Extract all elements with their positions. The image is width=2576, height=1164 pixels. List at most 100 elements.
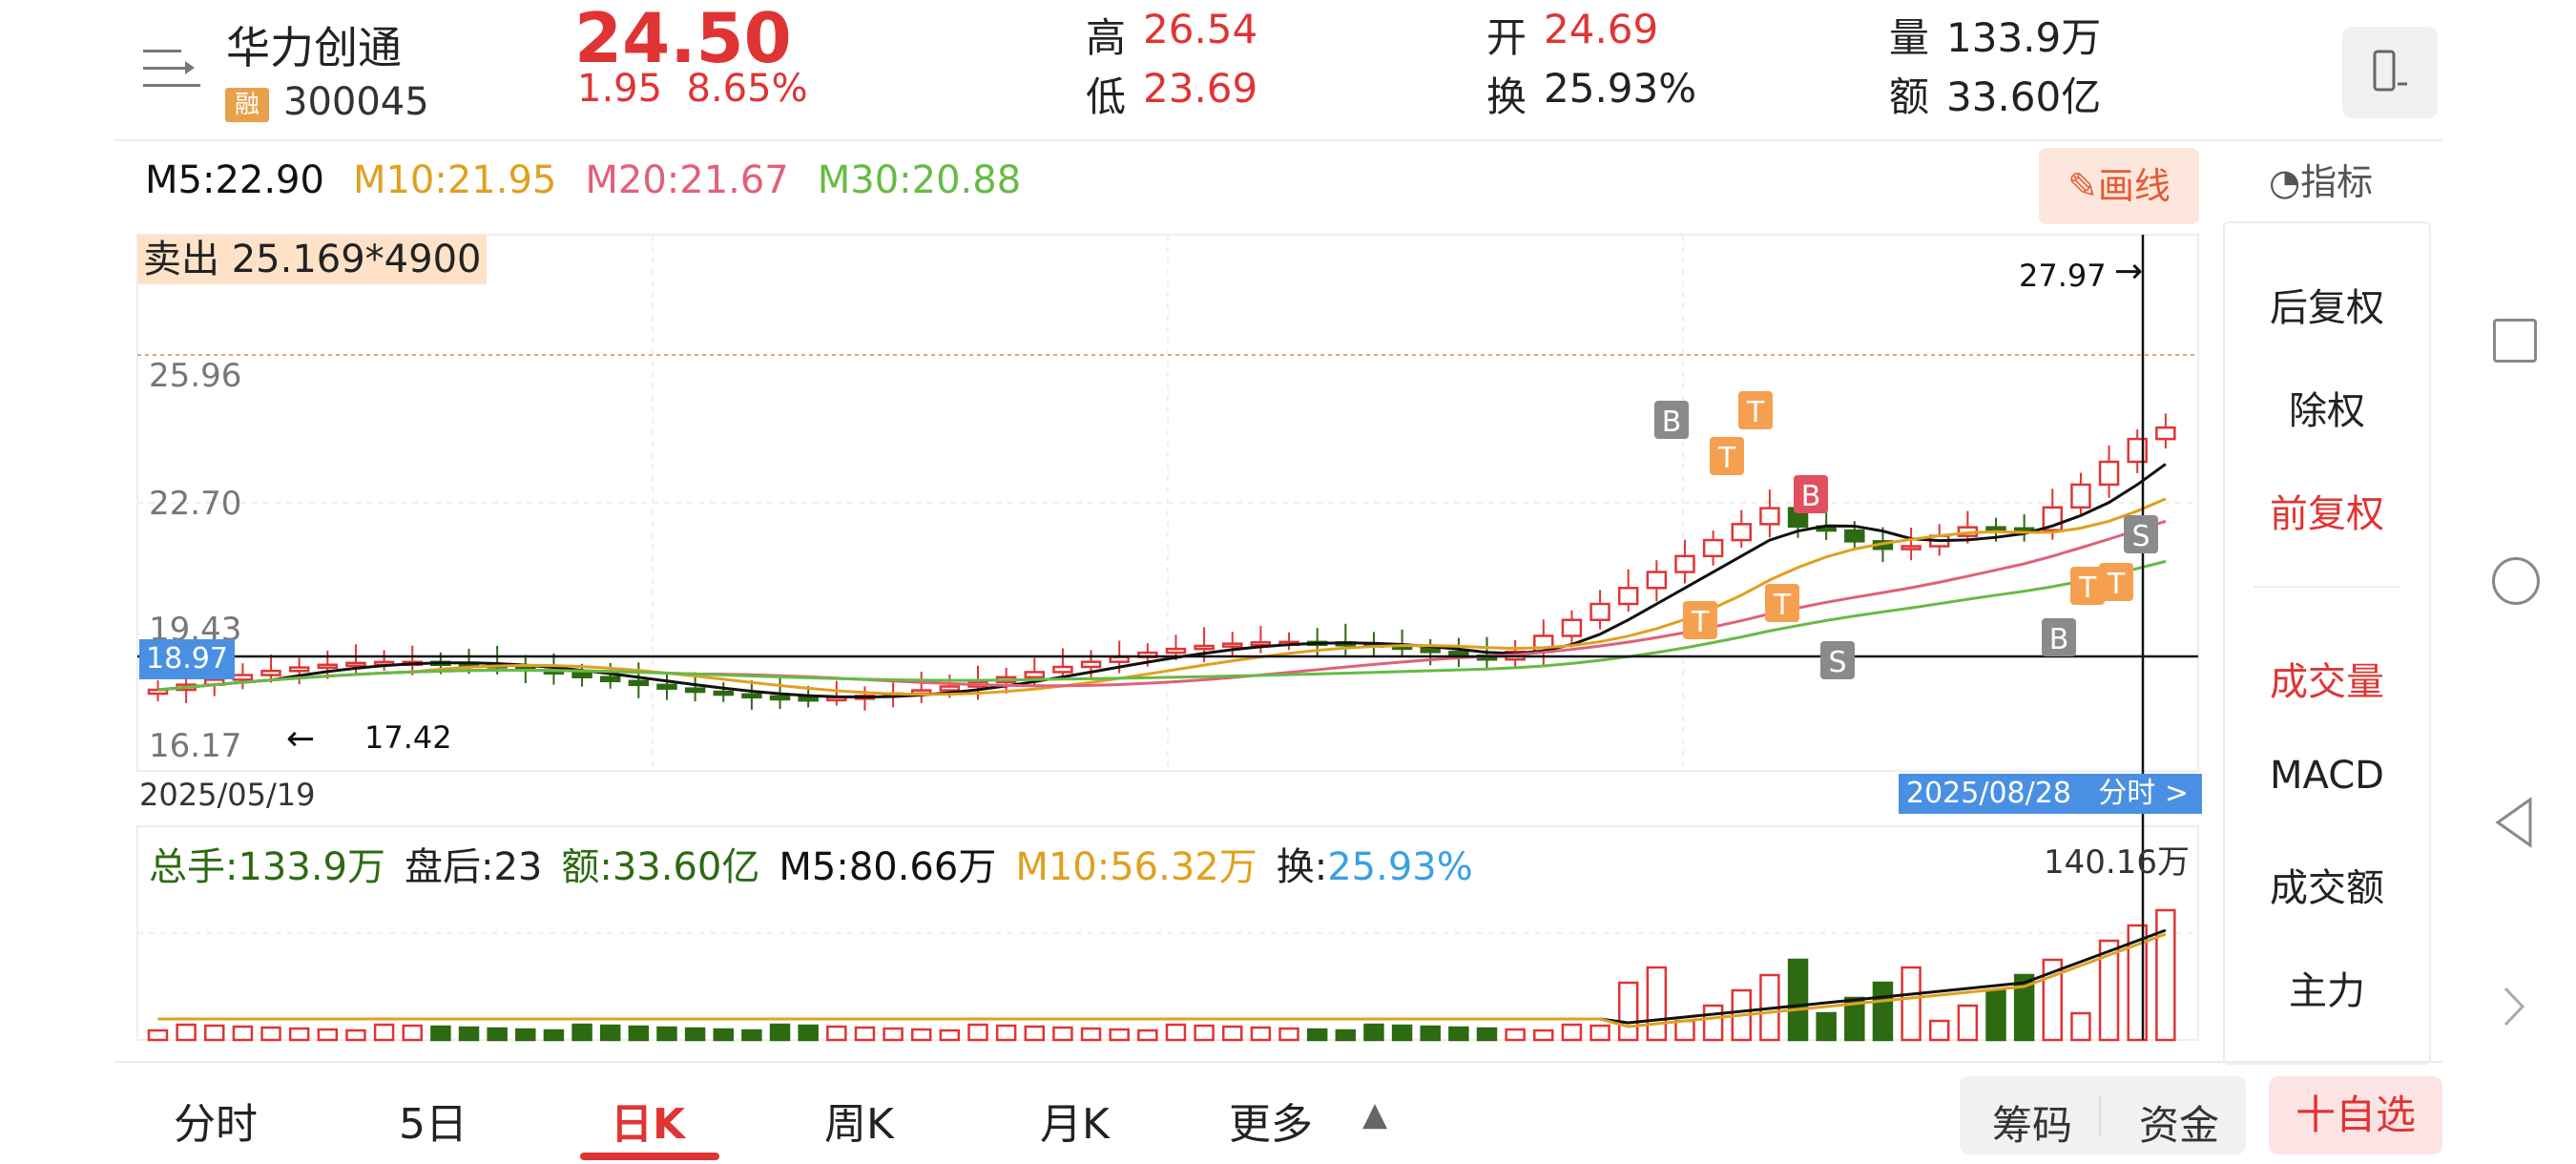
high-value: 26.54 [1143,6,1258,52]
chevron-right-icon[interactable] [2500,983,2528,1030]
add-favorite-button[interactable]: 十自选 [2269,1076,2442,1154]
candle [1674,554,1695,573]
menu-icon[interactable] [143,48,200,90]
tab-weekly-k[interactable]: 周K [824,1100,894,1149]
volume-bar [487,1027,508,1042]
candle [1024,671,1046,679]
volume-bar [543,1029,565,1042]
candle [1165,647,1187,655]
volume-bar [1957,1004,1979,1042]
volume-bar [1787,958,1809,1042]
volume-bar [1222,1025,1243,1042]
after-hours-volume: 盘后:23 [405,845,543,889]
trade-marker [1710,437,1744,475]
trade-marker-label: B [1801,480,1821,513]
gauge-icon: ◔ [2269,161,2301,203]
volume-bar [458,1026,480,1042]
ma30-line [157,559,2167,692]
volume-bar [1872,981,1894,1042]
landscape-toggle-button[interactable] [2342,27,2438,118]
tab-intraday[interactable]: 分时 [174,1100,258,1149]
volume-bar [599,1024,621,1042]
stock-name: 华力创通 [226,22,402,73]
volume-bar [1448,1026,1469,1042]
home-icon[interactable] [2492,557,2540,605]
indicator-panel: 后复权 除权 前复权 成交量 MACD 成交额 主力 [2223,221,2431,1065]
chips-button[interactable]: 筹码 [1992,1102,2073,1149]
volume-bar [656,1026,677,1042]
volume-bar [571,1023,592,1042]
volume-bar [854,1026,876,1042]
arrow-left-icon: ← [286,719,316,759]
option-ex-rights[interactable]: 除权 [2289,389,2365,433]
volume-bar [1646,966,1668,1042]
trade-marker [2070,567,2105,605]
draw-line-button[interactable]: ✎画线 [2039,148,2199,224]
option-volume[interactable]: 成交量 [2270,660,2384,704]
y-tick-2: 22.70 [149,485,242,523]
indicator-settings[interactable]: ◔指标 [2269,153,2373,205]
back-icon[interactable] [2490,794,2538,851]
ma20-label: M20:21.67 [585,158,789,202]
tab-5day[interactable]: 5日 [399,1100,467,1149]
volume-bar [176,1023,197,1042]
panel-divider [2254,586,2400,588]
option-pre-adjust[interactable]: 前复权 [2270,492,2384,536]
volume-bar [1816,1011,1837,1042]
candle [1985,526,2006,531]
trade-marker-label: T [1773,589,1792,622]
candle [1759,507,1780,526]
candle [1617,587,1639,606]
option-macd[interactable]: MACD [2270,754,2384,798]
volume-bar [2070,1011,2091,1042]
volume-max-label: 140.16万 [2044,843,2190,882]
trade-marker [1683,601,1717,639]
candle [769,695,791,701]
sell-order-label: 卖出 25.169*4900 [137,235,488,284]
caret-up-icon[interactable]: ▲ [1362,1095,1388,1133]
tab-daily-k[interactable]: 日K [611,1100,686,1149]
option-main-force[interactable]: 主力 [2289,969,2365,1013]
candle [713,690,734,696]
candle [1589,602,1610,621]
low-marker-label: 17.42 [364,719,452,756]
draw-line-label: 画线 [2097,165,2171,207]
open-label: 开 [1486,14,1527,61]
candle [656,683,677,690]
ma30-label: M30:20.88 [817,158,1022,202]
margin-badge: 融 [225,88,269,122]
volume-bar [1844,996,1865,1042]
tab-more[interactable]: 更多 [1229,1100,1313,1149]
candle [1702,538,1724,558]
volume-bar [1533,1029,1554,1042]
volume-bar [1024,1025,1046,1042]
candle [939,685,961,692]
trade-marker [1765,584,1799,622]
trade-marker [1738,391,1773,429]
volume-bar [147,1029,169,1042]
option-post-adjust[interactable]: 后复权 [2270,286,2384,330]
volume-bar [232,1025,254,1042]
volume-bar [1335,1029,1357,1042]
ma5-line [157,463,2167,699]
volume-bar [1306,1028,1328,1042]
candle [2070,483,2091,509]
candle [288,666,310,673]
candle [599,676,621,683]
trade-marker [2099,563,2133,601]
volume-bar [1505,1028,1526,1042]
candle [741,693,762,699]
funds-button[interactable]: 资金 [2139,1102,2220,1149]
volume-bar [2013,973,2035,1042]
recent-apps-icon[interactable] [2493,319,2537,363]
fenshi-link[interactable]: 分时 > [2098,777,2189,810]
tab-monthly-k[interactable]: 月K [1040,1100,1110,1149]
volume-bar [1985,988,2006,1042]
high-marker-label: 27.97 [2019,258,2107,294]
amount-label: 额 [1889,73,1930,120]
option-turnover-amount[interactable]: 成交额 [2270,866,2384,910]
candle [684,687,706,694]
y-tick-4: 16.17 [149,727,242,765]
crosshair-date-tag[interactable]: 2025/08/28 分时 > [1899,774,2202,814]
